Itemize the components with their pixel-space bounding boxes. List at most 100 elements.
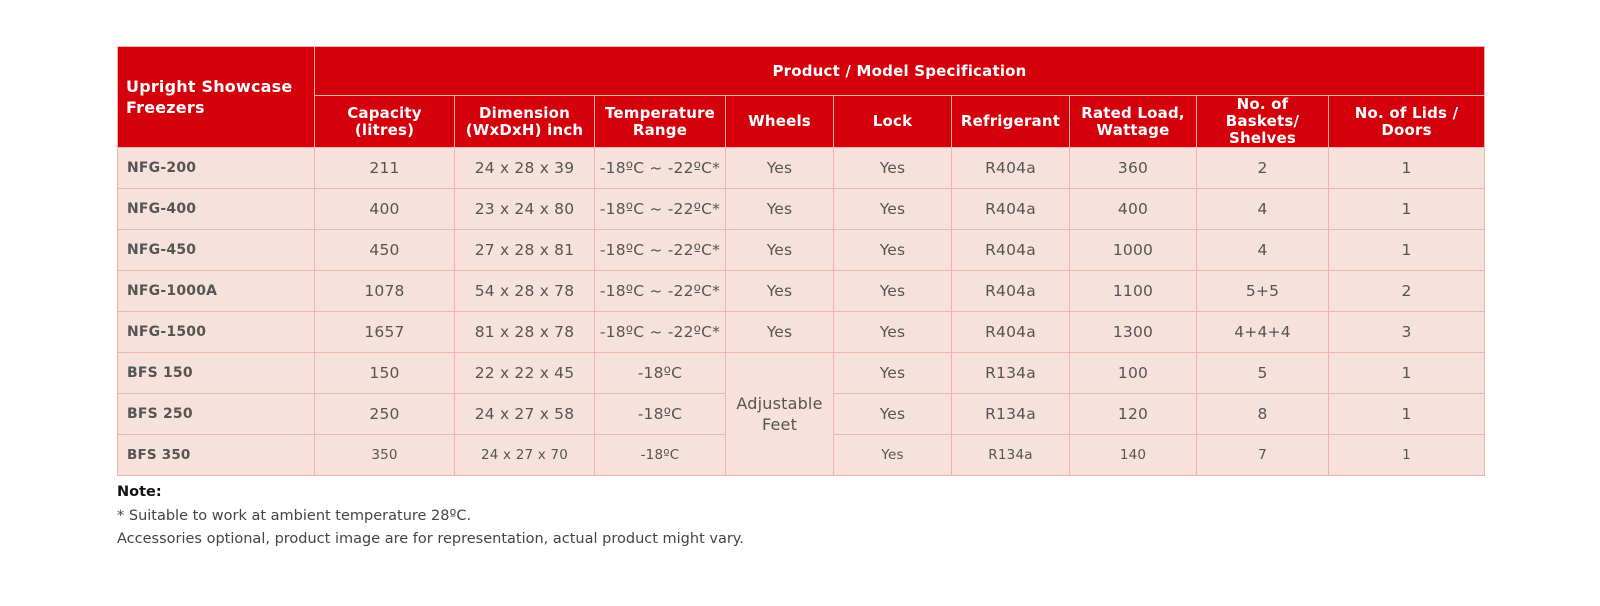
- column-header: Rated Load, Wattage: [1069, 95, 1197, 148]
- model-cell: NFG-1000A: [117, 270, 315, 312]
- column-header: No. of Baskets/ Shelves: [1196, 95, 1329, 148]
- dimension-cell: 81 x 28 x 78: [454, 311, 595, 353]
- lock-cell: Yes: [833, 393, 952, 435]
- wheels-cell: Yes: [725, 311, 834, 353]
- lock-cell: Yes: [833, 434, 952, 476]
- capacity-cell: 450: [314, 229, 455, 271]
- table-body: NFG-200 211 24 x 28 x 39 -18ºC ~ -22ºC* Yes Y…: [117, 147, 1486, 476]
- refrigerant-cell: R404a: [951, 147, 1070, 189]
- capacity-cell: 250: [314, 393, 455, 435]
- capacity-cell: 350: [314, 434, 455, 476]
- wheels-cell: Yes: [725, 270, 834, 312]
- model-cell: BFS 150: [117, 352, 315, 394]
- dimension-cell: 54 x 28 x 78: [454, 270, 595, 312]
- baskets-cell: 5+5: [1196, 270, 1329, 312]
- wattage-cell: 120: [1069, 393, 1197, 435]
- temperature-cell: -18ºC: [594, 393, 726, 435]
- dimension-cell: 22 x 22 x 45: [454, 352, 595, 394]
- table-row: NFG-400 400 23 x 24 x 80 -18ºC ~ -22ºC* Yes Y…: [117, 188, 1486, 230]
- temperature-cell: -18ºC ~ -22ºC*: [594, 229, 726, 271]
- wheels-cell: Yes: [725, 229, 834, 271]
- dimension-cell: 27 x 28 x 81: [454, 229, 595, 271]
- doors-cell: 1: [1327, 434, 1486, 476]
- temperature-cell: -18ºC: [594, 352, 726, 394]
- baskets-cell: 4: [1196, 229, 1329, 271]
- temperature-cell: -18ºC: [594, 434, 726, 476]
- baskets-cell: 5: [1196, 352, 1329, 394]
- model-cell: NFG-450: [117, 229, 315, 271]
- table-row: NFG-200 211 24 x 28 x 39 -18ºC ~ -22ºC* Yes Y…: [117, 147, 1486, 189]
- capacity-cell: 400: [314, 188, 455, 230]
- refrigerant-cell: R404a: [951, 311, 1070, 353]
- model-cell: NFG-400: [117, 188, 315, 230]
- lock-cell: Yes: [833, 147, 952, 189]
- refrigerant-cell: R404a: [951, 188, 1070, 230]
- wattage-cell: 100: [1069, 352, 1197, 394]
- note-line: * Suitable to work at ambient temperatur…: [117, 507, 472, 524]
- note-title: Note:: [117, 484, 162, 500]
- column-header: Lock: [833, 95, 952, 148]
- temperature-cell: -18ºC ~ -22ºC*: [594, 188, 726, 230]
- column-header: Dimension (WxDxH) inch: [454, 95, 595, 148]
- wattage-cell: 140: [1069, 434, 1197, 476]
- refrigerant-cell: R134a: [951, 393, 1070, 435]
- dimension-cell: 24 x 28 x 39: [454, 147, 595, 189]
- model-cell: NFG-1500: [117, 311, 315, 353]
- wattage-cell: 360: [1069, 147, 1197, 189]
- lock-cell: Yes: [833, 229, 952, 271]
- capacity-cell: 1657: [314, 311, 455, 353]
- wheels-merged-cell: Adjustable Feet: [725, 352, 834, 476]
- wattage-cell: 1000: [1069, 229, 1197, 271]
- table-row: BFS 150 150 22 x 22 x 45 -18ºC Adjustable Fe…: [117, 352, 1486, 476]
- doors-cell: 3: [1327, 311, 1486, 353]
- capacity-cell: 211: [314, 147, 455, 189]
- column-header: Temperature Range: [594, 95, 726, 148]
- lock-cell: Yes: [833, 311, 952, 353]
- baskets-cell: 7: [1196, 434, 1329, 476]
- column-header: No. of Lids / Doors: [1327, 95, 1486, 148]
- table-row: BFS 350 350 24 x 27 x 70 -18ºC Yes R134a 140 7 1: [117, 434, 1486, 476]
- temperature-cell: -18ºC ~ -22ºC*: [594, 147, 726, 189]
- table-row: NFG-450 450 27 x 28 x 81 -18ºC ~ -22ºC* Yes Y…: [117, 229, 1486, 271]
- wheels-cell: Yes: [725, 147, 834, 189]
- table-row: NFG-1000A 1078 54 x 28 x 78 -18ºC ~ -22ºC* Y…: [117, 270, 1486, 312]
- lock-cell: Yes: [833, 188, 952, 230]
- column-header: Refrigerant: [951, 95, 1070, 148]
- lock-cell: Yes: [833, 352, 952, 394]
- doors-cell: 1: [1327, 147, 1486, 189]
- dimension-cell: 24 x 27 x 58: [454, 393, 595, 435]
- doors-cell: 2: [1327, 270, 1486, 312]
- temperature-cell: -18ºC ~ -22ºC*: [594, 270, 726, 312]
- wheels-cell: Yes: [725, 188, 834, 230]
- table-group-header: Product / Model Specification: [313, 46, 1486, 96]
- column-header: Capacity (litres): [314, 95, 455, 148]
- refrigerant-cell: R404a: [951, 270, 1070, 312]
- temperature-cell: -18ºC ~ -22ºC*: [594, 311, 726, 353]
- dimension-cell: 24 x 27 x 70: [454, 434, 595, 476]
- doors-cell: 1: [1327, 393, 1486, 435]
- table-row: NFG-1500 1657 81 x 28 x 78 -18ºC ~ -22ºC* Ye…: [117, 311, 1486, 353]
- capacity-cell: 150: [314, 352, 455, 394]
- baskets-cell: 8: [1196, 393, 1329, 435]
- wattage-cell: 1300: [1069, 311, 1197, 353]
- model-cell: BFS 250: [117, 393, 315, 435]
- table-corner-label: Upright Showcase Freezers: [117, 46, 315, 148]
- baskets-cell: 4+4+4: [1196, 311, 1329, 353]
- wattage-cell: 1100: [1069, 270, 1197, 312]
- doors-cell: 1: [1327, 352, 1486, 394]
- note-line: Accessories optional, product image are …: [117, 531, 744, 547]
- notes-section: Note: * Suitable to work at ambient temp…: [117, 481, 744, 552]
- wattage-cell: 400: [1069, 188, 1197, 230]
- model-cell: BFS 350: [117, 434, 315, 476]
- refrigerant-cell: R134a: [951, 434, 1070, 476]
- dimension-cell: 23 x 24 x 80: [454, 188, 595, 230]
- column-header: Wheels: [725, 95, 834, 148]
- capacity-cell: 1078: [314, 270, 455, 312]
- baskets-cell: 4: [1196, 188, 1329, 230]
- lock-cell: Yes: [833, 270, 952, 312]
- doors-cell: 1: [1327, 188, 1486, 230]
- column-header-row: Capacity (litres) Dimension (WxDxH) inch T…: [118, 95, 1486, 148]
- baskets-cell: 2: [1196, 147, 1329, 189]
- refrigerant-cell: R404a: [951, 229, 1070, 271]
- doors-cell: 1: [1327, 229, 1486, 271]
